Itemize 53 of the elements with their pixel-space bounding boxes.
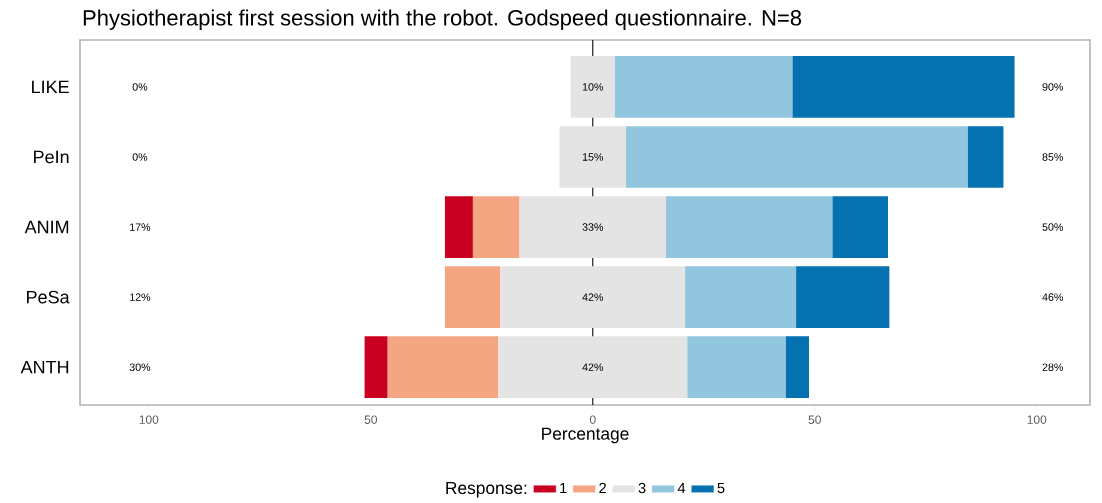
x-tick-label: 0 (589, 415, 596, 424)
legend-label: 4 (677, 482, 686, 493)
bar (387, 336, 499, 398)
bar (500, 266, 686, 328)
annotation: 46% (1042, 293, 1064, 301)
bar (792, 56, 1015, 118)
legend-label: 1 (560, 482, 567, 493)
y-tick-label: PeSa (27, 290, 70, 304)
bar (832, 196, 889, 258)
bar (364, 336, 388, 398)
annotation: 42% (582, 293, 604, 301)
y-tick-label: ANIM (24, 220, 69, 234)
annotation: 85% (1042, 153, 1064, 161)
annotation: 50% (1042, 223, 1064, 231)
y-tick-label: ANTH (20, 360, 69, 374)
bar (472, 196, 520, 258)
bar (626, 126, 968, 188)
annotation: 30% (129, 363, 151, 371)
annotation: 33% (582, 223, 604, 231)
x-axis-title: Percentage (542, 427, 629, 444)
bar (785, 336, 809, 398)
y-tick-label: PeIn (34, 150, 69, 164)
bar (685, 266, 797, 328)
bar (444, 196, 473, 258)
bar (967, 126, 1004, 188)
bar (687, 336, 786, 398)
x-tick-label: 100 (1027, 415, 1047, 424)
annotation: 0% (132, 153, 148, 161)
x-tick-label: 100 (139, 415, 159, 424)
annotation: 12% (130, 293, 151, 301)
bar (444, 266, 501, 328)
bar (498, 336, 688, 398)
bar (570, 56, 615, 118)
legend-label: 2 (599, 482, 606, 494)
bar (796, 266, 890, 328)
bar (614, 56, 793, 118)
bar (519, 196, 667, 258)
x-tick-label: 50 (808, 415, 821, 424)
annotation: 28% (1042, 363, 1064, 371)
annotation: 15% (582, 153, 604, 161)
annotation: 10% (582, 83, 604, 91)
annotation: 17% (130, 223, 151, 231)
annotation: 42% (582, 363, 604, 371)
y-tick-label: LIKE (32, 80, 69, 94)
bar (666, 196, 833, 258)
x-tick-label: 50 (364, 415, 377, 424)
bar (559, 126, 627, 188)
legend-title: Response: (446, 481, 527, 498)
annotation: 0% (132, 83, 148, 91)
chart-title: Physiotherapist first session with the robot. Godspeed questionnaire. N=8 (83, 9, 802, 30)
legend-label: 5 (717, 482, 725, 494)
legend-label: 3 (638, 482, 646, 494)
annotation: 90% (1042, 83, 1064, 91)
